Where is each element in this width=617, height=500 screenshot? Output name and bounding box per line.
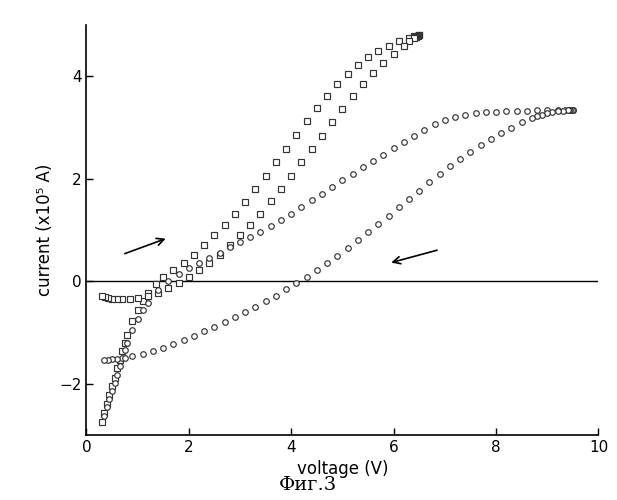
Y-axis label: current (x10⁵ A): current (x10⁵ A): [36, 164, 54, 296]
Text: Фиг.3: Фиг.3: [280, 476, 337, 494]
X-axis label: voltage (V): voltage (V): [297, 460, 388, 478]
